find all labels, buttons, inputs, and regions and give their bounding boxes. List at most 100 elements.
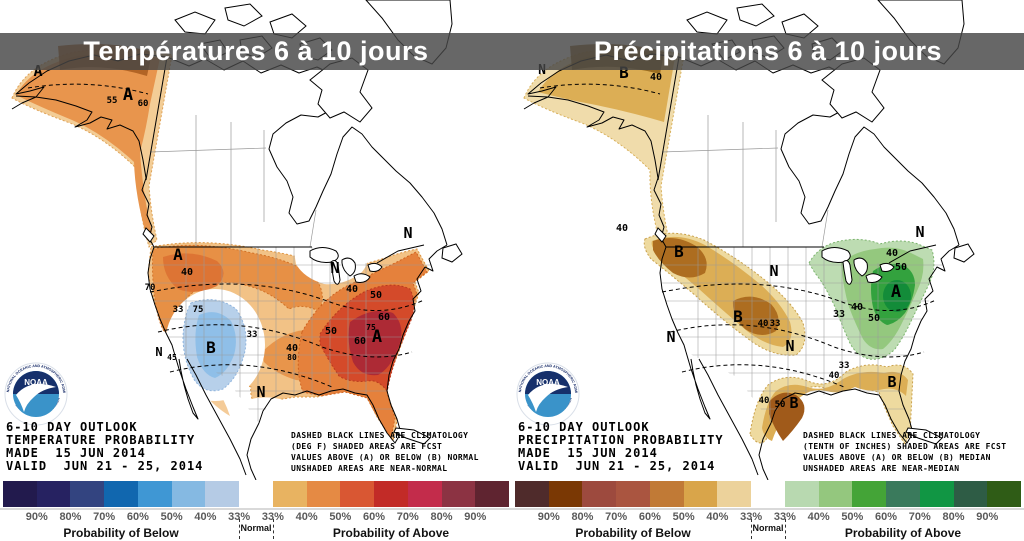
outlook-info-block: 6-10 DAY OUTLOOK TEMPERATURE PROBABILITY M… [6, 421, 203, 473]
temperature-title-banner: Températures 6 à 10 jours [0, 33, 512, 70]
probability-of-above-label: Probability of Above [844, 526, 962, 540]
colorbar-swatch [475, 481, 510, 507]
map-label-B: B [887, 373, 896, 391]
percent-label: 33% [261, 511, 284, 523]
map-label-60: 60 [138, 99, 149, 109]
normal-left-dash [751, 519, 752, 539]
percent-label: 80% [430, 511, 453, 523]
note-line: (TENTH OF INCHES) SHADED AREAS ARE FCST [803, 442, 1007, 451]
percent-label: 40% [194, 511, 217, 523]
percent-label: 90% [25, 511, 48, 523]
map-label-A: A [173, 245, 183, 264]
map-label-50: 50 [895, 262, 907, 273]
map-label-40: 40 [650, 72, 662, 83]
map-label-40: 40 [886, 248, 898, 259]
colorbar-swatch [515, 481, 549, 507]
panel-title: Températures 6 à 10 jours [83, 36, 429, 66]
percent-label: 40% [807, 511, 830, 523]
map-label-40: 40 [829, 371, 840, 381]
percent-label: 70% [908, 511, 931, 523]
map-label-N: N [256, 383, 265, 401]
colorbar-divider [512, 508, 1024, 510]
info-line: 6-10 DAY OUTLOOK [6, 420, 138, 434]
precipitation-colorbar [515, 481, 1022, 507]
percent-label: 90% [976, 511, 999, 523]
note-line: (DEG F) SHADED AREAS ARE FCST [291, 442, 443, 451]
colorbar-swatch [137, 481, 172, 507]
percent-label: 40% [295, 511, 318, 523]
percent-label: 90% [537, 511, 560, 523]
note-line: UNSHADED AREAS ARE NEAR-NORMAL [291, 464, 448, 473]
note-line: VALUES ABOVE (A) OR BELOW (B) NORMAL [291, 453, 479, 462]
info-line: PRECIPITATION PROBABILITY [518, 433, 724, 447]
map-label-40: 40 [851, 302, 863, 313]
colorbar-swatch [886, 481, 920, 507]
map-label-55: 55 [107, 96, 118, 106]
map-label-N: N [155, 345, 162, 359]
panel-title: Précipitations 6 à 10 jours [593, 36, 943, 66]
map-label-75: 75 [193, 305, 204, 315]
normal-label: Normal [752, 523, 784, 533]
map-label-40: 40 [758, 319, 769, 329]
map-label-A: A [891, 282, 901, 302]
precipitation-outlook-panel: N B 40 40 B B 40 33 N N N N 33 40 50 A 40 50 33 40 40 50 B B Pr… [512, 0, 1024, 541]
colorbar-swatch [818, 481, 853, 507]
logo-org-text: NOAA [536, 378, 560, 387]
info-line: MADE 15 JUN 2014 [518, 446, 658, 460]
logo-org-text: NOAA [24, 378, 48, 387]
colorbar-swatch [306, 481, 341, 507]
info-line: MADE 15 JUN 2014 [6, 446, 146, 460]
map-label-33: 33 [839, 361, 850, 371]
map-label-40: 40 [286, 343, 298, 354]
colorbar-swatch [919, 481, 954, 507]
colorbar-swatch [953, 481, 988, 507]
map-label-33: 33 [173, 305, 184, 315]
outlook-info-block: 6-10 DAY OUTLOOK PRECIPITATION PROBABILIT… [518, 421, 724, 473]
colorbar-swatch [987, 481, 1022, 507]
note-line: DASHED BLACK LINES ARE CLIMATOLOGY [803, 431, 981, 440]
colorbar-swatch [649, 481, 684, 507]
temperature-outlook-panel: A 55 A 60 A 40 70 33 75 B 33 N 45 N N N 40 50 60 75 A 60 50 40 8… [0, 0, 512, 540]
climatology-note-block: DASHED BLACK LINES ARE CLIMATOLOGY (TENTH… [803, 430, 1006, 474]
map-label-A: A [123, 85, 133, 105]
info-line: VALID JUN 21 - 25, 2014 [518, 459, 716, 473]
percent-label: 33% [740, 511, 763, 523]
percent-label: 80% [571, 511, 594, 523]
map-label-50: 50 [775, 400, 786, 410]
noaa-logo-emblem: NATIONAL OCEANIC AND ATMOSPHERIC ADMINIS… [515, 359, 580, 426]
colorbar-swatch [205, 481, 240, 507]
probability-of-below-label: Probability of Below [63, 526, 179, 540]
map-label-40: 40 [346, 284, 358, 295]
seagull-icon [16, 383, 56, 412]
percent-label: 60% [363, 511, 386, 523]
info-line: 6-10 DAY OUTLOOK [518, 420, 650, 434]
map-label-B: B [206, 338, 216, 357]
percent-label: 60% [875, 511, 898, 523]
map-label-40: 40 [759, 396, 770, 406]
probability-of-below-label: Probability of Below [575, 526, 691, 540]
percent-label: 50% [672, 511, 695, 523]
map-label-N: N [915, 223, 924, 241]
colorbar-swatch [616, 481, 650, 507]
colorbar-swatch [340, 481, 375, 507]
percent-label: 33% [228, 511, 251, 523]
normal-left-dash [239, 519, 240, 539]
map-label-50: 50 [370, 290, 382, 301]
map-label-B: B [619, 63, 629, 82]
map-label-50: 50 [325, 326, 337, 337]
colorbar-swatch [239, 481, 273, 507]
map-label-B: B [674, 242, 684, 261]
map-label-N: N [330, 259, 339, 277]
map-label-70: 70 [145, 283, 156, 293]
percent-label: 80% [942, 511, 965, 523]
info-line: VALID JUN 21 - 25, 2014 [6, 459, 204, 473]
colorbar-swatch [548, 481, 583, 507]
percent-label: 80% [59, 511, 82, 523]
noaa-logo: NATIONAL OCEANIC AND ATMOSPHERIC ADMINIS… [515, 359, 580, 426]
map-label-50: 50 [868, 313, 880, 324]
colorbar-swatch [70, 481, 105, 507]
climatology-note-block: DASHED BLACK LINES ARE CLIMATOLOGY (DEG F… [291, 430, 479, 474]
map-label-N: N [403, 224, 412, 242]
